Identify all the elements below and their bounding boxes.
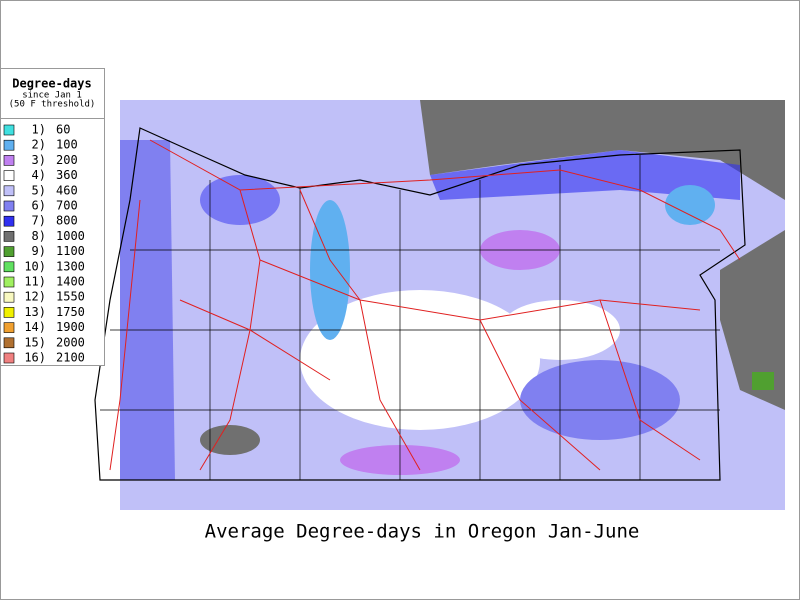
legend-swatch xyxy=(3,337,15,349)
legend-swatch xyxy=(3,124,15,136)
legend-value: 2100 xyxy=(56,351,85,365)
legend-index: 11) xyxy=(24,275,46,289)
legend-index: 16) xyxy=(24,351,46,365)
field xyxy=(720,230,785,410)
legend-index: 1) xyxy=(32,123,46,137)
field xyxy=(200,175,280,225)
legend-swatch xyxy=(3,322,15,333)
caption: Average Degree-days in Oregon Jan-June xyxy=(205,521,640,543)
legend-index: 13) xyxy=(24,305,46,319)
legend-swatch xyxy=(3,200,15,212)
legend-index: 4) xyxy=(32,168,46,182)
county-lines xyxy=(100,155,720,480)
legend-swatch xyxy=(3,139,15,151)
field xyxy=(120,140,175,480)
legend-swatch xyxy=(3,291,15,303)
legend-index: 10) xyxy=(24,259,46,273)
legend-swatch xyxy=(3,307,15,318)
legend-value: 1750 xyxy=(56,305,85,319)
legend-value: 100 xyxy=(56,138,78,152)
legend: Degree-days since Jan 1 (50 F threshold)… xyxy=(0,68,105,366)
field xyxy=(310,200,350,340)
legend-index: 3) xyxy=(32,153,46,167)
legend-title: Degree-days xyxy=(12,77,91,91)
legend-value: 60 xyxy=(56,123,70,137)
legend-value: 1000 xyxy=(56,229,85,243)
legend-value: 1100 xyxy=(56,244,85,258)
legend-swatch xyxy=(3,155,15,166)
legend-note: (50 F threshold) xyxy=(9,100,96,110)
legend-value: 700 xyxy=(56,199,78,213)
legend-swatch xyxy=(3,170,15,181)
legend-value: 1400 xyxy=(56,275,85,289)
legend-swatch xyxy=(3,246,15,257)
field xyxy=(752,372,774,390)
roads xyxy=(109,139,741,471)
field xyxy=(420,100,785,200)
legend-index: 14) xyxy=(24,320,46,334)
field xyxy=(665,185,715,225)
legend-value: 200 xyxy=(56,153,78,167)
legend-swatch xyxy=(3,276,15,288)
field xyxy=(520,360,680,440)
legend-value: 800 xyxy=(56,214,78,228)
legend-index: 12) xyxy=(24,290,46,304)
legend-swatch xyxy=(3,261,15,273)
legend-value: 1900 xyxy=(56,320,85,334)
state-outline xyxy=(94,127,746,481)
legend-value: 1550 xyxy=(56,290,85,304)
map-area xyxy=(94,100,785,510)
legend-value: 1300 xyxy=(56,259,85,273)
legend-index: 2) xyxy=(32,138,46,152)
legend-index: 9) xyxy=(32,244,46,258)
legend-swatch xyxy=(3,215,15,227)
legend-index: 5) xyxy=(32,183,46,197)
legend-value: 2000 xyxy=(56,335,85,349)
legend-index: 7) xyxy=(32,214,46,228)
legend-index: 8) xyxy=(32,229,46,243)
legend-index: 15) xyxy=(24,335,46,349)
legend-index: 6) xyxy=(32,199,46,213)
field xyxy=(200,425,260,455)
legend-swatch xyxy=(3,185,15,197)
legend-swatch xyxy=(3,352,15,364)
legend-value: 360 xyxy=(56,168,78,182)
legend-box xyxy=(0,68,105,366)
field xyxy=(430,150,740,200)
legend-value: 460 xyxy=(56,183,78,197)
legend-subtitle: since Jan 1 xyxy=(22,91,82,101)
legend-swatch xyxy=(3,231,15,242)
